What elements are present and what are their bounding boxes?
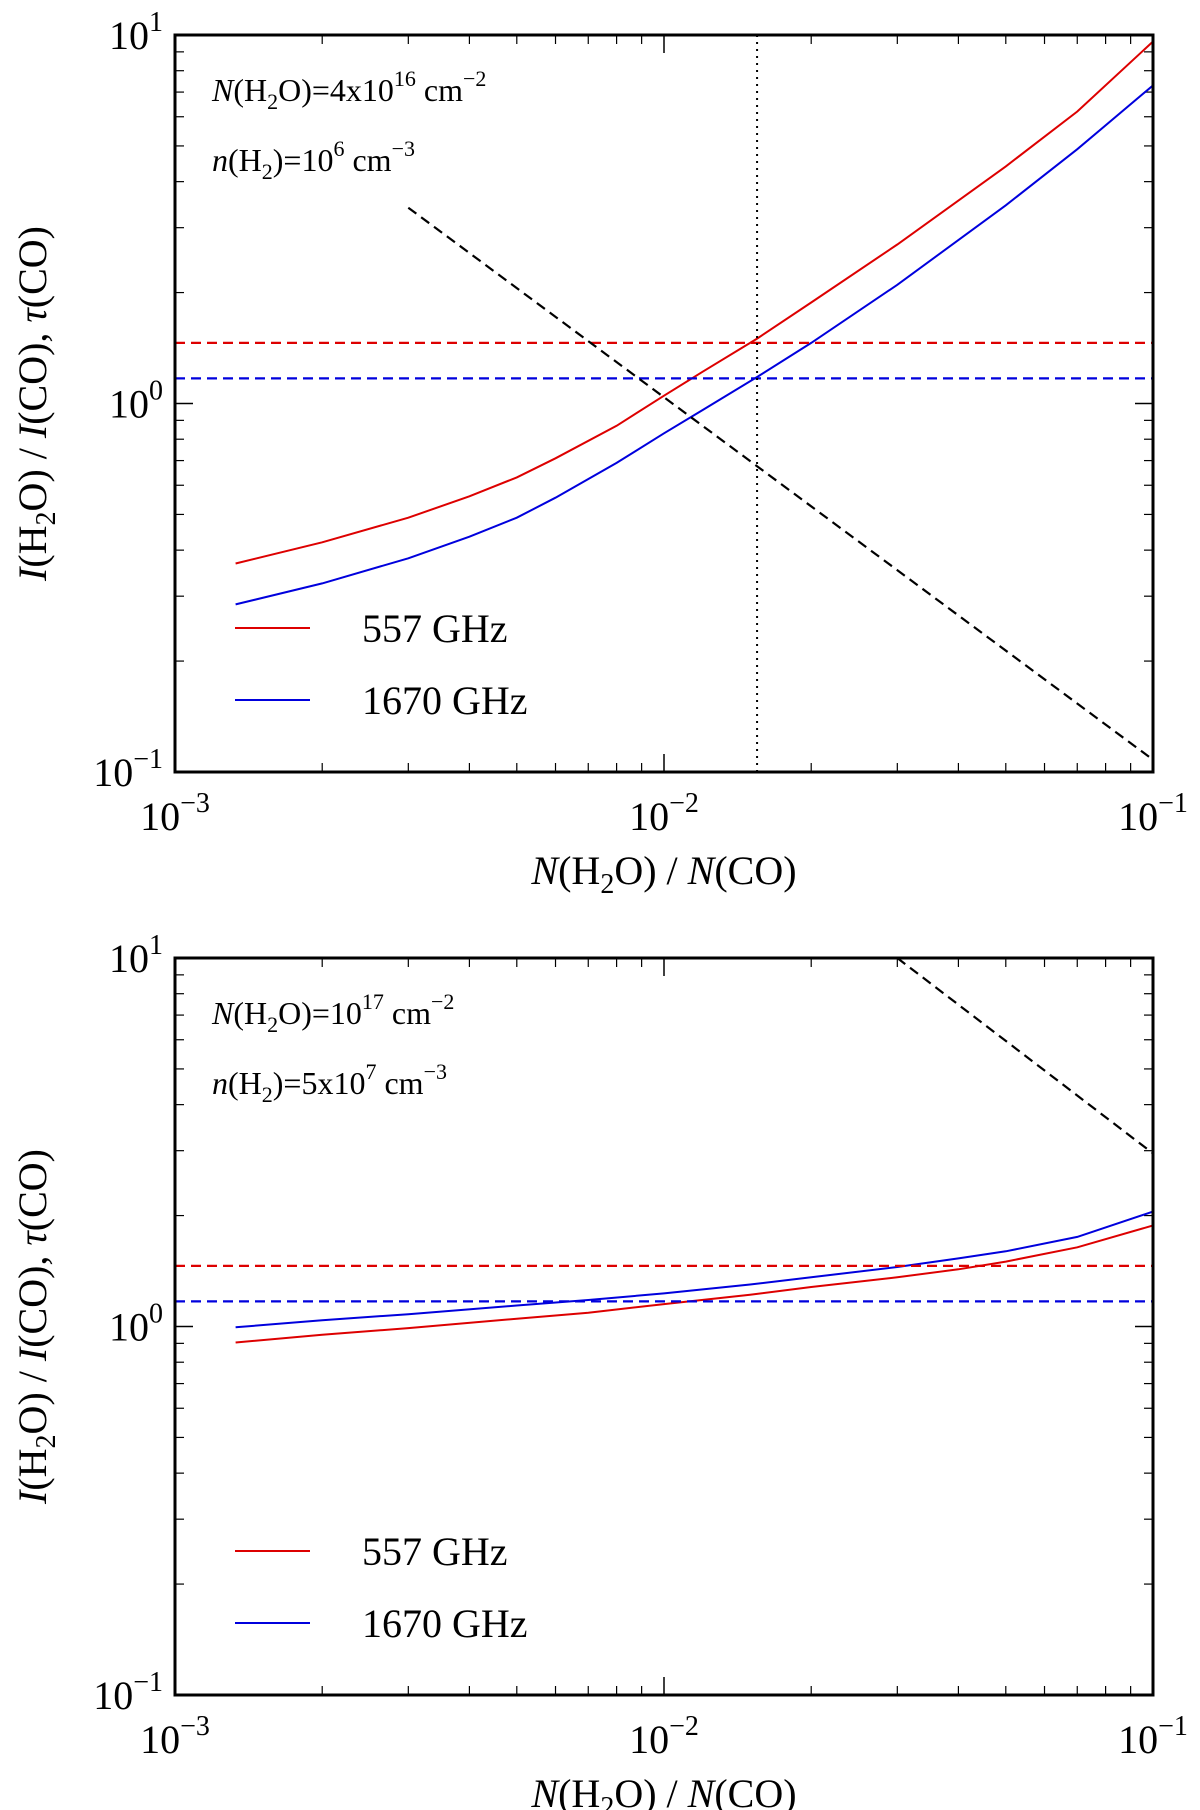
- chart2-panel: 10−3 10−2 10−1 10−1 100 101 N(H2O)=1017 cm−2 n(…: [10, 930, 1188, 1810]
- chart2-series-1670-ghz-line: [235, 1210, 1153, 1329]
- chart1-panel: 10−3 10−2 10−1 10−1 100 101 N(H2O)=4x1016 cm−2…: [10, 7, 1188, 900]
- chart1-legend-label-1: 557 GHz: [362, 606, 508, 651]
- chart1-y-axis-label: I(H2O) / I(CO), τ(CO): [10, 226, 62, 582]
- chart2-legend-label-1: 557 GHz: [362, 1529, 508, 1574]
- chart1-series-1670-ghz-line: [235, 84, 1153, 606]
- chart1-y-tick-label: 101: [109, 7, 163, 58]
- chart2-y-tick-label: 100: [109, 1299, 163, 1350]
- chart2-y-axis-label: I(H2O) / I(CO), τ(CO): [10, 1149, 62, 1505]
- chart1-x-tick-label: 10−3: [140, 788, 210, 839]
- chart2-frame: [173, 956, 1155, 1697]
- chart2-x-tick-label: 10−2: [629, 1711, 699, 1762]
- chart2-series--co-line: [896, 958, 1153, 1155]
- chart1-annotation-2: n(H2)=106 cm−3: [212, 136, 415, 184]
- chart1-x-tick-label: 10−1: [1118, 788, 1188, 839]
- chart1-frame: [173, 33, 1155, 774]
- chart2-annotation-2: n(H2)=5x107 cm−3: [212, 1059, 447, 1107]
- chart2-x-tick-label: 10−3: [140, 1711, 210, 1762]
- chart1-series-557-ghz-line: [235, 40, 1153, 565]
- chart1-legend-label-2: 1670 GHz: [362, 678, 528, 723]
- chart2-annotation-1: N(H2O)=1017 cm−2: [211, 989, 454, 1037]
- chart2-x-axis-label: N(H2O) / N(CO): [530, 1771, 796, 1810]
- chart1-y-tick-label: 10−1: [93, 744, 163, 795]
- chart2-y-tick-label: 101: [109, 930, 163, 981]
- chart2-legend-label-2: 1670 GHz: [362, 1601, 528, 1646]
- chart1-x-axis-label: N(H2O) / N(CO): [530, 848, 796, 900]
- chart1-annotation-1: N(H2O)=4x1016 cm−2: [211, 66, 486, 114]
- chart1-y-tick-label: 100: [109, 376, 163, 427]
- chart1-series--co-line: [407, 206, 1153, 761]
- chart2-y-tick-label: 10−1: [93, 1667, 163, 1718]
- chart2-series-557-ghz-line: [235, 1224, 1153, 1344]
- chart1-plot-area: [175, 35, 1153, 772]
- chart2-plot-area: [175, 958, 1153, 1344]
- chart2-x-tick-label: 10−1: [1118, 1711, 1188, 1762]
- chart1-x-tick-label: 10−2: [629, 788, 699, 839]
